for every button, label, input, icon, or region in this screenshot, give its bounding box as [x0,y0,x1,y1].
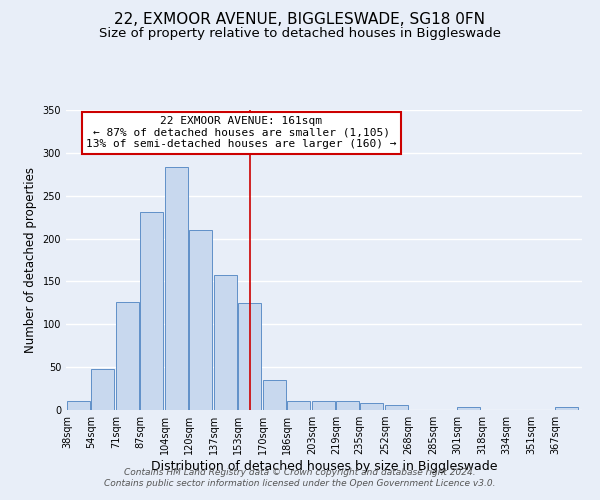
Bar [166,168,188,410]
Text: Size of property relative to detached houses in Biggleswade: Size of property relative to detached ho… [99,28,501,40]
X-axis label: Distribution of detached houses by size in Biggleswade: Distribution of detached houses by size … [151,460,497,473]
Bar [287,400,310,410]
Bar [385,405,408,410]
Bar [336,400,359,410]
Bar [189,230,212,410]
Text: 22 EXMOOR AVENUE: 161sqm
← 87% of detached houses are smaller (1,105)
13% of sem: 22 EXMOOR AVENUE: 161sqm ← 87% of detach… [86,116,397,149]
Bar [312,400,335,410]
Y-axis label: Number of detached properties: Number of detached properties [24,167,37,353]
Text: 22, EXMOOR AVENUE, BIGGLESWADE, SG18 0FN: 22, EXMOOR AVENUE, BIGGLESWADE, SG18 0FN [115,12,485,28]
Bar [359,403,383,410]
Bar [263,380,286,410]
Bar [91,369,114,410]
Text: Contains HM Land Registry data © Crown copyright and database right 2024.
Contai: Contains HM Land Registry data © Crown c… [104,468,496,487]
Bar [67,400,91,410]
Bar [238,303,261,410]
Bar [556,408,578,410]
Bar [214,276,237,410]
Bar [116,302,139,410]
Bar [140,212,163,410]
Bar [457,408,481,410]
